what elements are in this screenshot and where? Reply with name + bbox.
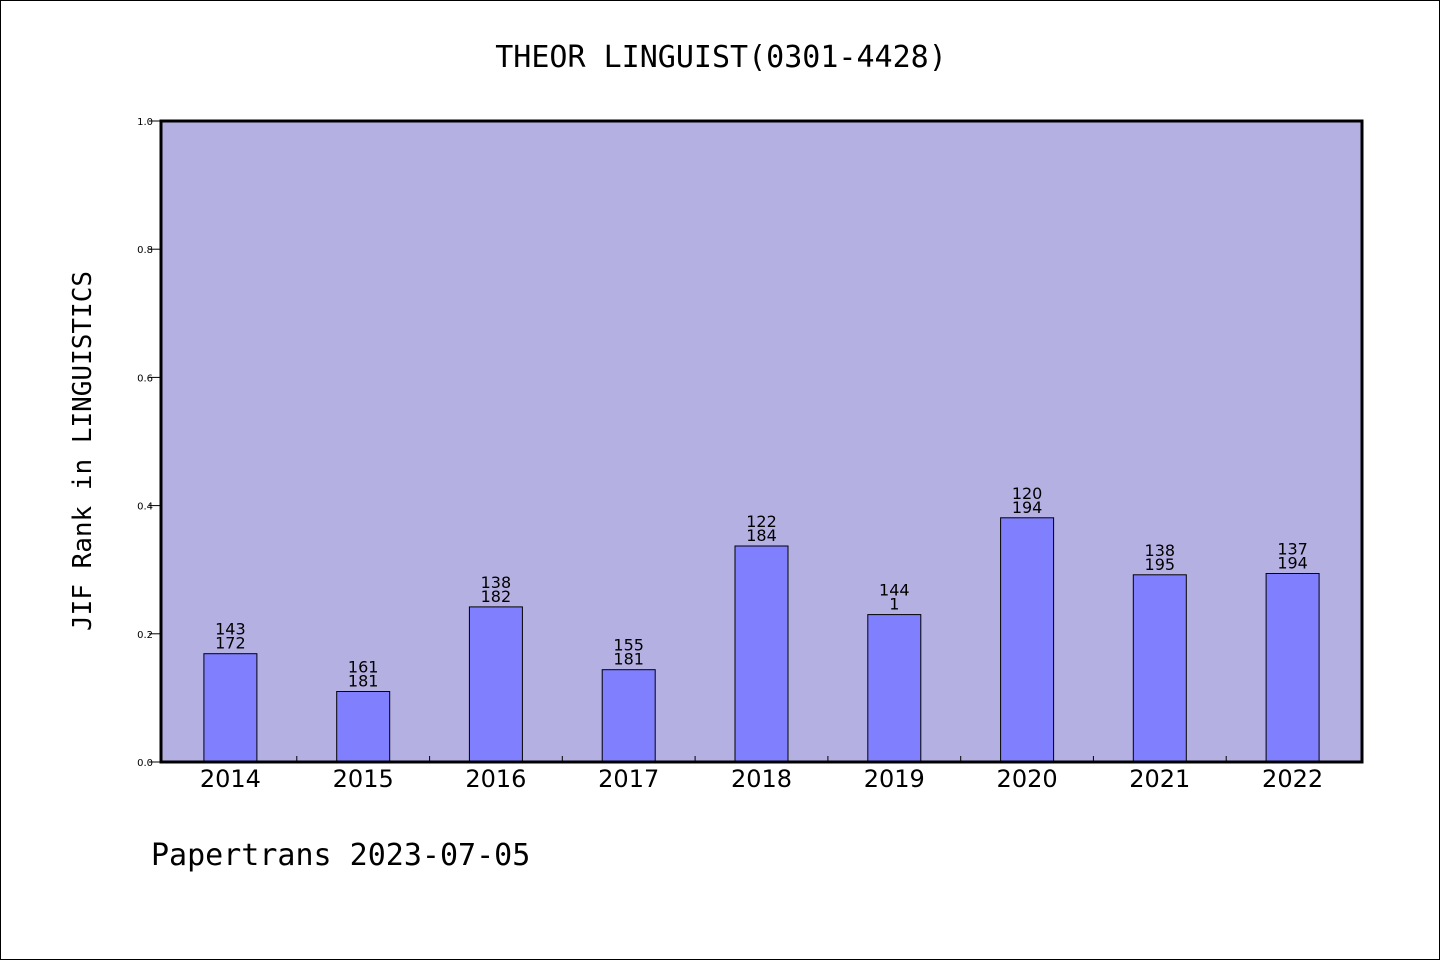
- x-tick-label-2014: 2014: [200, 765, 261, 793]
- x-tick-label-2020: 2020: [997, 765, 1058, 793]
- bar-rank-label-2014: 143: [215, 620, 246, 639]
- bar-2015: [336, 691, 391, 763]
- bar-rank-label-2017: 155: [613, 636, 644, 655]
- y-axis-label: JIF Rank in LINGUISTICS: [68, 271, 98, 631]
- y-tick-label: 0.2: [137, 630, 153, 641]
- bar-rank-label-2016: 138: [481, 573, 512, 592]
- x-tick-label-2016: 2016: [465, 765, 526, 793]
- bar-rank-label-2015: 161: [348, 658, 379, 677]
- bar-total-label-2015: 181: [348, 672, 379, 691]
- bar-total-label-2016: 182: [481, 587, 512, 606]
- x-tick-label-2021: 2021: [1129, 765, 1190, 793]
- footer-text: Papertrans 2023-07-05: [151, 838, 530, 873]
- y-tick-label: 0.8: [137, 245, 153, 256]
- chart-title: THEOR LINGUIST(0301-4428): [495, 40, 947, 75]
- bar-total-label-2017: 181: [613, 650, 644, 669]
- y-tick-label: 0.0: [137, 758, 153, 769]
- bar-2022: [1265, 573, 1320, 763]
- bar-total-label-2018: 184: [746, 526, 777, 545]
- bar-2017: [601, 669, 656, 763]
- bar-2019: [867, 614, 922, 763]
- bar-rank-label-2018: 122: [746, 512, 777, 531]
- bars-layer: [203, 517, 1320, 763]
- data-labels-layer: 1431721611811381821551811221841441120194…: [215, 484, 1308, 691]
- bar-total-label-2022: 194: [1277, 554, 1308, 573]
- bar-rank-label-2021: 138: [1145, 541, 1176, 560]
- x-tick-label-2015: 2015: [333, 765, 394, 793]
- bar-rank-label-2019: 144: [879, 581, 910, 600]
- x-tick-label-2018: 2018: [731, 765, 792, 793]
- bar-2014: [203, 653, 258, 763]
- axes-layer: 2014 2015 2016 2017 2018 2019 2020 2021 2022 0.0 0…: [137, 117, 1323, 793]
- bar-2018: [734, 545, 789, 763]
- x-tick-label-2019: 2019: [864, 765, 925, 793]
- bar-2021: [1132, 574, 1187, 763]
- x-tick-label-2017: 2017: [598, 765, 659, 793]
- bar-2016: [468, 606, 523, 763]
- bar-total-label-2021: 195: [1145, 555, 1176, 574]
- bar-rank-label-2020: 120: [1012, 484, 1043, 503]
- y-tick-label: 1.0: [137, 117, 153, 128]
- bar-total-label-2014: 172: [215, 634, 246, 653]
- bar-rank-label-2022: 137: [1277, 540, 1308, 559]
- bar-2020: [1000, 517, 1055, 763]
- y-tick-label: 0.6: [137, 373, 153, 384]
- plot-border: [159, 119, 1364, 764]
- x-tick-label-2022: 2022: [1262, 765, 1323, 793]
- bar-total-label-2019: 1: [889, 595, 899, 614]
- bar-total-label-2020: 194: [1012, 498, 1043, 517]
- y-tick-label: 0.4: [137, 502, 153, 513]
